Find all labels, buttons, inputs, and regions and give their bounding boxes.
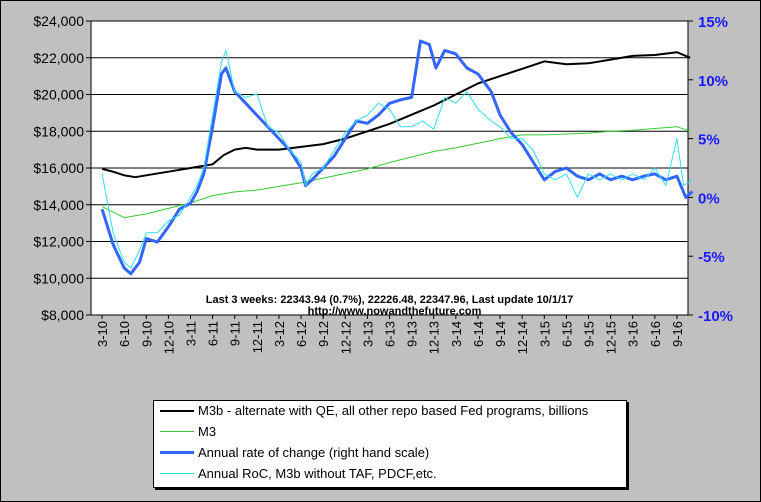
- legend-item: M3: [154, 422, 626, 442]
- annotation-url: http://www.nowandthefuture.com: [308, 306, 482, 318]
- x-axis-tick-label: 9-11: [228, 321, 243, 346]
- x-axis-tick-label: 12-14: [515, 321, 530, 354]
- x-axis-tick-label: 6-14: [471, 321, 486, 347]
- right-axis-tick-label: 15%: [698, 14, 728, 31]
- x-axis-tick-label: 6-13: [383, 321, 398, 347]
- legend-label: M3b - alternate with QE, all other repo …: [198, 403, 589, 418]
- x-axis-tick-label: 3-10: [95, 321, 110, 347]
- left-axis-tick-label: $14,000: [33, 197, 84, 213]
- series-line-2: [100, 39, 694, 276]
- legend-label: M3: [198, 424, 217, 439]
- line-chart: $8,000 $10,000 $12,000 $14,000 $16,000 $18,00…: [33, 13, 733, 354]
- series-line-0: [101, 51, 691, 179]
- series-line-1: [101, 126, 691, 219]
- left-axis-tick-label: $20,000: [33, 87, 84, 103]
- series-line-3: [101, 49, 693, 269]
- chart-legend: M3b - alternate with QE, all other repo …: [153, 400, 627, 488]
- x-axis-tick-label: 9-14: [493, 321, 508, 347]
- legend-swatch: [160, 451, 194, 454]
- legend-label: Annual rate of change (right hand scale): [198, 445, 430, 460]
- x-axis-tick-label: 3-11: [184, 321, 199, 346]
- x-axis-tick-label: 3-13: [360, 321, 375, 347]
- x-axis-tick-label: 6-15: [559, 321, 574, 347]
- legend-item: Annual RoC, M3b without TAF, PDCF,etc.: [154, 464, 626, 484]
- left-axis-tick-label: $24,000: [33, 13, 84, 29]
- left-axis-tick-label: $18,000: [33, 123, 84, 139]
- x-axis-tick-label: 9-16: [670, 321, 685, 347]
- right-axis-tick-label: -10%: [698, 308, 733, 325]
- x-axis-tick-label: 9-13: [405, 321, 420, 347]
- x-axis-tick-label: 9-10: [139, 321, 154, 347]
- x-axis-tick-label: 9-15: [582, 321, 597, 347]
- right-axis-tick-label: -5%: [698, 249, 725, 266]
- legend-swatch: [160, 473, 194, 474]
- left-axis-tick-label: $22,000: [33, 50, 84, 66]
- x-axis-tick-label: 6-11: [206, 321, 221, 346]
- legend-item: M3b - alternate with QE, all other repo …: [154, 401, 626, 421]
- x-axis-tick-label: 12-10: [161, 321, 176, 354]
- x-axis-tick-label: 6-12: [294, 321, 309, 347]
- x-axis-tick-label: 6-10: [117, 321, 132, 347]
- x-axis-tick-label: 6-16: [648, 321, 663, 347]
- x-axis-tick-label: 3-15: [537, 321, 552, 347]
- x-axis-tick-label: 12-12: [338, 321, 353, 354]
- x-axis-tick-label: 12-13: [427, 321, 442, 354]
- left-axis-tick-label: $8,000: [41, 307, 84, 323]
- legend-item: Annual rate of change (right hand scale): [154, 443, 626, 463]
- legend-swatch: [160, 410, 194, 412]
- x-axis-tick-label: 3-14: [449, 321, 464, 347]
- legend-swatch: [160, 431, 194, 432]
- x-axis-tick-label: 3-16: [626, 321, 641, 347]
- x-axis-tick-label: 9-12: [316, 321, 331, 347]
- right-axis-tick-label: 0%: [698, 190, 720, 207]
- left-axis-tick-label: $16,000: [33, 160, 84, 176]
- right-axis-tick-label: 10%: [698, 73, 728, 90]
- annotation-last-update: Last 3 weeks: 22343.94 (0.7%), 22226.48,…: [206, 294, 574, 306]
- x-axis-tick-label: 3-12: [272, 321, 287, 347]
- left-axis-tick-label: $10,000: [33, 270, 84, 286]
- right-axis-tick-label: 5%: [698, 132, 720, 149]
- left-axis-tick-label: $12,000: [33, 234, 84, 250]
- legend-label: Annual RoC, M3b without TAF, PDCF,etc.: [198, 466, 437, 481]
- x-axis-tick-label: 12-15: [604, 321, 619, 354]
- x-axis-tick-label: 12-11: [250, 321, 265, 353]
